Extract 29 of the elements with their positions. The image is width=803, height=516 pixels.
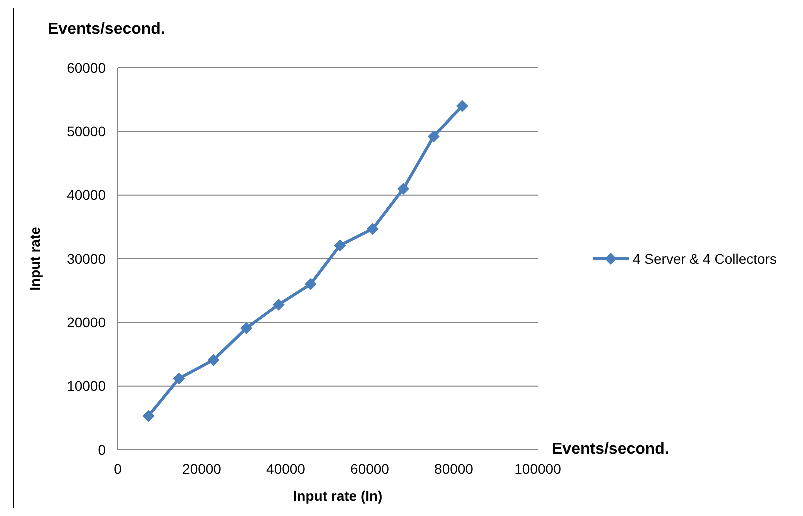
point bbox=[240, 322, 253, 334]
x-tick-label: 40000 bbox=[266, 461, 306, 477]
point bbox=[428, 130, 440, 143]
point bbox=[272, 298, 285, 311]
y-tick-label: 50000 bbox=[67, 124, 106, 140]
text: Events/second. bbox=[552, 441, 670, 458]
point bbox=[142, 410, 155, 422]
y-tick-label: 20000 bbox=[67, 314, 106, 331]
x-tick-label: 80000 bbox=[434, 461, 474, 477]
point bbox=[173, 372, 186, 385]
x-tick-label: 20000 bbox=[182, 461, 222, 477]
point bbox=[398, 182, 410, 195]
y-tick-label: 0 bbox=[98, 442, 106, 458]
legend-label: 4 Server & 4 Collectors bbox=[633, 250, 777, 267]
point bbox=[304, 278, 317, 290]
point bbox=[366, 223, 379, 236]
x-axis-title: Input rate (In) bbox=[293, 488, 383, 504]
y-axis-title: Input rate bbox=[27, 226, 43, 291]
x-tick-label: 60000 bbox=[350, 461, 390, 477]
chart-title: Events/second. bbox=[48, 21, 166, 38]
point bbox=[456, 100, 468, 112]
y-tick-label: 60000 bbox=[67, 60, 106, 76]
y-tick-label: 40000 bbox=[67, 187, 106, 204]
point bbox=[208, 354, 220, 366]
y-tick-label: 10000 bbox=[67, 378, 106, 394]
y-tick-label: 30000 bbox=[67, 250, 106, 267]
x-tick-label: 100000 bbox=[514, 461, 562, 477]
point bbox=[334, 240, 346, 252]
x-tick-label: 0 bbox=[114, 461, 122, 477]
